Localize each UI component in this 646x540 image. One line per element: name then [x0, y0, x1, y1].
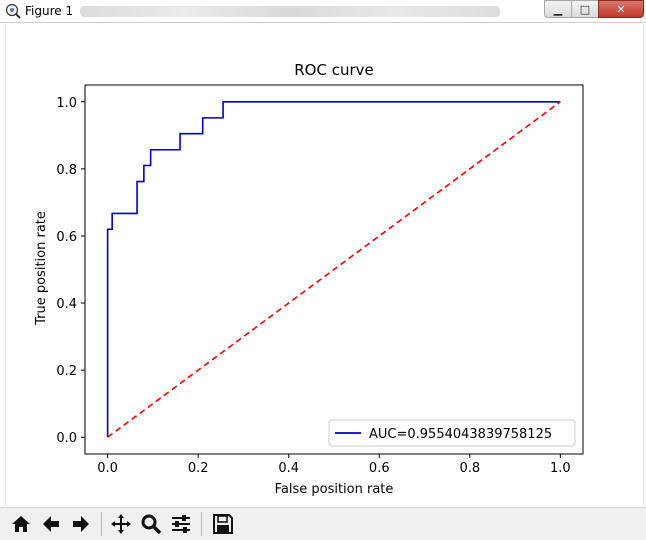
back-arrow-icon [43, 516, 59, 532]
x-tick-label: 0.4 [278, 461, 299, 476]
y-tick-label: 1.0 [56, 96, 77, 111]
home-button[interactable] [8, 511, 34, 537]
x-tick-label: 0.6 [369, 461, 390, 476]
x-tick-label: 1.0 [550, 461, 571, 476]
forward-arrow-icon [73, 516, 89, 532]
toolbar-separator [101, 512, 102, 536]
toolbar-separator [201, 512, 202, 536]
navigation-toolbar [0, 507, 646, 540]
forward-button[interactable] [68, 511, 94, 537]
chart-title: ROC curve [294, 61, 374, 79]
y-tick-label: 0.4 [56, 297, 77, 312]
save-disk-icon [213, 514, 233, 534]
window-title: Figure 1 [25, 4, 74, 18]
legend-box [328, 419, 576, 447]
roc-curve-line [106, 100, 561, 438]
y-tick-label: 0.2 [56, 364, 77, 379]
configure-subplots-icon [172, 515, 190, 533]
back-button[interactable] [38, 511, 64, 537]
blurred-menu-bar [80, 6, 500, 17]
maximize-button[interactable]: □ [571, 0, 599, 18]
chance-diagonal-line [107, 101, 561, 438]
y-tick-label: 0.6 [56, 230, 77, 245]
minimize-button[interactable]: ▁ [544, 0, 572, 18]
pan-button[interactable] [108, 511, 134, 537]
y-axis-label: True position rate [34, 211, 49, 326]
window-title-bar[interactable]: Figure 1 ▁ □ ✕ [0, 0, 646, 23]
configure-subplots-button[interactable] [168, 511, 194, 537]
pan-move-icon [111, 514, 131, 534]
x-axis-label: False position rate [275, 482, 394, 497]
y-tick-label: 0.0 [56, 431, 77, 446]
x-tick-label: 0.2 [188, 461, 209, 476]
plot-area: 0.0 0.2 0.4 0.6 0.8 1.0 0.0 0.2 0.4 0.6 0.8 1.0 AUC=… [56, 84, 584, 476]
app-icon [5, 3, 21, 19]
zoom-button[interactable] [138, 511, 164, 537]
save-button[interactable] [210, 511, 236, 537]
axes-frame [84, 84, 584, 455]
x-tick-label: 0.0 [97, 461, 118, 476]
roc-chart: ROC curve 0.0 0.2 0.4 0.6 0.8 1.0 0.0 0.2 0.4 0.6… [34, 61, 584, 497]
x-tick-label: 0.8 [459, 461, 480, 476]
zoom-magnifier-icon [141, 514, 162, 535]
figure-canvas[interactable]: ROC curve 0.0 0.2 0.4 0.6 0.8 1.0 0.0 0.2 0.4 0.6… [5, 24, 644, 506]
y-tick-label: 0.8 [56, 163, 77, 178]
home-icon [12, 516, 30, 532]
legend-label: AUC=0.9554043839758125 [369, 427, 552, 442]
close-button[interactable]: ✕ [598, 0, 644, 18]
